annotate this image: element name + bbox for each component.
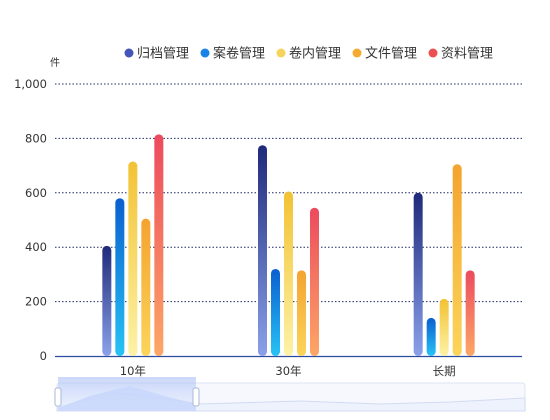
legend-item[interactable]: 归档管理 — [124, 47, 190, 62]
bar[interactable] — [284, 191, 293, 356]
bar[interactable] — [439, 298, 449, 356]
y-tick-label: 0 — [40, 349, 47, 363]
y-tick-label: 800 — [25, 131, 47, 145]
bar[interactable] — [452, 164, 462, 356]
legend-label: 案卷管理 — [213, 46, 265, 62]
bar[interactable] — [102, 245, 112, 356]
y-tick-label: 200 — [25, 295, 47, 309]
y-tick-label: 600 — [25, 186, 47, 200]
x-tick-label: 10年 — [120, 364, 146, 378]
bar[interactable] — [141, 218, 151, 356]
legend-marker — [428, 48, 438, 58]
legend-label: 卷内管理 — [289, 46, 341, 62]
data-zoom-handle[interactable] — [54, 387, 62, 407]
legend-item[interactable]: 卷内管理 — [276, 46, 342, 62]
bar[interactable] — [297, 270, 306, 356]
bar[interactable] — [271, 268, 280, 356]
legend-item[interactable]: 资料管理 — [428, 47, 494, 62]
legend-label: 资料管理 — [441, 47, 493, 62]
bar[interactable] — [128, 161, 138, 356]
data-zoom-handle[interactable] — [192, 387, 200, 407]
bar[interactable] — [465, 270, 475, 356]
legend-label: 文件管理 — [365, 47, 417, 62]
legend-marker — [124, 48, 134, 58]
data-zoom-selected-preview — [58, 386, 196, 411]
legend-item[interactable]: 案卷管理 — [200, 46, 266, 62]
y-tick-label: 1,000 — [14, 77, 47, 91]
legend-item[interactable]: 文件管理 — [352, 47, 418, 62]
legend-marker — [276, 48, 286, 58]
y-tick-label: 400 — [25, 240, 47, 254]
bar[interactable] — [426, 317, 436, 356]
data-zoom-slider[interactable] — [54, 377, 526, 412]
bar[interactable] — [258, 145, 267, 356]
bar[interactable] — [115, 198, 125, 356]
y-axis-unit-label: 件 — [50, 57, 60, 69]
bar[interactable] — [154, 134, 164, 356]
bar[interactable] — [413, 192, 423, 356]
bar[interactable] — [310, 207, 319, 356]
legend-label: 归档管理 — [137, 47, 189, 62]
x-tick-label: 30年 — [275, 364, 301, 378]
legend[interactable]: 归档管理 案卷管理 卷内管理 文件管理 资料管理 — [124, 46, 494, 62]
x-tick-label: 长期 — [433, 364, 456, 378]
legend-marker — [200, 48, 210, 58]
legend-marker — [352, 48, 362, 58]
